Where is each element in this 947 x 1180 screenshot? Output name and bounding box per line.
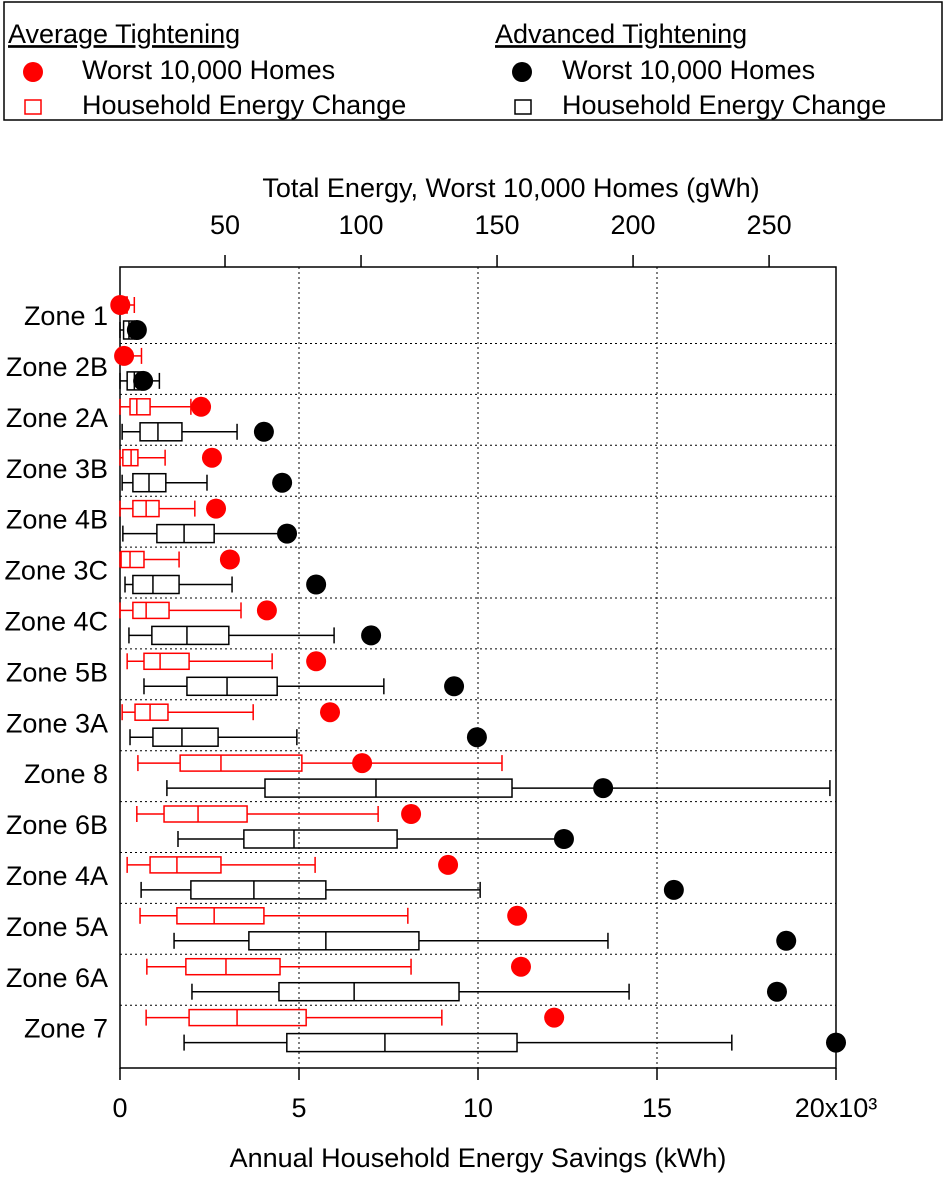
legend-label: Worst 10,000 Homes: [82, 55, 335, 85]
y-tick-label: Zone 3A: [6, 708, 108, 738]
dot: [306, 574, 327, 595]
x-tick-label: 10: [463, 1093, 493, 1123]
box: [132, 574, 180, 595]
x2-tick-label: 250: [747, 210, 792, 240]
box: [188, 1008, 307, 1027]
box: [278, 981, 460, 1002]
y-tick-label: Zone 4C: [4, 607, 108, 637]
legend-label: Household Energy Change: [562, 90, 886, 120]
x2-tick-label: 200: [611, 210, 656, 240]
box: [186, 676, 278, 697]
x-tick-label: 5: [291, 1093, 306, 1123]
box: [190, 880, 327, 900]
y-tick-label: Zone 7: [24, 1014, 108, 1044]
x2-tick-label: 150: [475, 210, 520, 240]
top-axis-title: Total Energy, Worst 10,000 Homes (gWh): [262, 173, 759, 203]
box: [152, 727, 219, 747]
y-tick-label: Zone 6B: [6, 810, 108, 840]
x2-tick-label: 50: [210, 210, 240, 240]
dot: [826, 1032, 846, 1053]
dot: [776, 930, 797, 951]
dot: [438, 854, 459, 875]
dot: [401, 804, 422, 824]
box: [132, 601, 170, 620]
dot: [507, 905, 528, 926]
x-tick-label: 20x10³: [795, 1093, 878, 1123]
dot: [320, 702, 341, 723]
x-tick-label: 15: [642, 1093, 672, 1123]
dot: [510, 956, 531, 977]
box: [264, 778, 513, 798]
dot: [466, 727, 487, 748]
legend-dot: [23, 62, 43, 82]
dot: [253, 421, 274, 442]
box: [143, 652, 190, 671]
box: [120, 550, 145, 569]
y-tick-label: Zone 8: [24, 759, 108, 789]
box: [156, 523, 215, 544]
y-tick-label: Zone 4A: [6, 861, 108, 891]
y-tick-label: Zone 6A: [6, 963, 108, 993]
legend-frame: [3, 1, 943, 121]
dot: [553, 829, 574, 849]
legend-box: [514, 99, 532, 115]
dot: [272, 472, 293, 493]
dot: [306, 651, 327, 672]
box: [121, 296, 128, 314]
legend-dot: [512, 62, 532, 82]
y-tick-label: Zone 3C: [4, 556, 108, 586]
box: [243, 829, 398, 849]
box: [179, 754, 303, 772]
y-tick-label: Zone 5A: [6, 912, 108, 942]
box: [176, 907, 265, 925]
box: [121, 347, 128, 365]
legend-box: [24, 99, 42, 115]
legend-title: Advanced Tightening: [495, 19, 747, 49]
dot: [766, 981, 787, 1002]
legend-label: Worst 10,000 Homes: [562, 55, 815, 85]
box: [139, 422, 183, 442]
box: [163, 805, 248, 823]
y-tick-label: Zone 4B: [6, 505, 108, 535]
dot: [191, 396, 212, 417]
x-axis-title: Annual Household Energy Savings (kWh): [230, 1143, 727, 1173]
dot: [206, 498, 227, 519]
y-tick-label: Zone 2B: [6, 352, 108, 382]
y-tick-label: Zone 1: [24, 301, 108, 331]
box: [129, 398, 151, 416]
box: [151, 625, 230, 646]
dot: [201, 447, 222, 468]
box: [185, 957, 281, 976]
box: [134, 703, 169, 721]
box: [248, 931, 420, 951]
legend-label: Household Energy Change: [82, 90, 406, 120]
box: [286, 1032, 518, 1053]
dot: [256, 600, 277, 621]
dot: [219, 549, 240, 570]
y-tick-label: Zone 5B: [6, 657, 108, 687]
dot: [544, 1007, 565, 1028]
dot: [663, 879, 684, 900]
y-tick-label: Zone 3B: [6, 454, 108, 484]
box: [149, 856, 222, 874]
legend-title: Average Tightening: [8, 19, 240, 49]
dot: [361, 625, 382, 646]
dot: [444, 676, 465, 697]
x-tick-label: 0: [112, 1093, 127, 1123]
y-tick-label: Zone 2A: [6, 403, 108, 433]
x2-tick-label: 100: [338, 210, 383, 240]
